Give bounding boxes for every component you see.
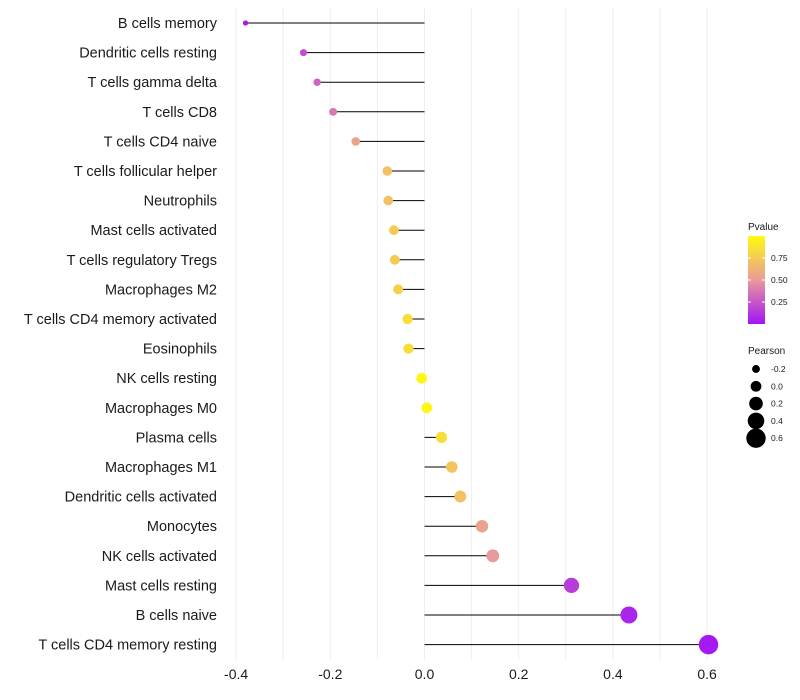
data-point — [454, 490, 467, 503]
size-legend-dot — [749, 396, 763, 411]
data-point — [563, 577, 580, 594]
pvalue-legend: Pvalue 0.25 0.50 0.75 — [748, 222, 788, 324]
size-legend-dot — [747, 412, 765, 430]
y-tick-label: T cells CD4 memory resting — [38, 638, 217, 654]
y-tick-label: Plasma cells — [136, 430, 217, 446]
y-tick-label: Macrophages M1 — [105, 460, 217, 476]
y-tick-label: T cells regulatory Tregs — [67, 253, 217, 269]
data-point — [698, 634, 719, 655]
pvalue-legend-tick: 0.50 — [771, 275, 788, 285]
data-point — [435, 431, 448, 444]
pearson-size-legend: Pearson -0.2 0.0 0.2 0.4 0.6 — [746, 346, 786, 448]
data-point — [389, 254, 400, 265]
data-point — [383, 195, 394, 206]
x-axis-labels: -0.4 -0.2 0.0 0.2 0.4 0.6 — [224, 666, 717, 682]
x-tick-label: -0.2 — [318, 666, 342, 682]
x-tick-label: 0.6 — [697, 666, 717, 682]
y-tick-label: T cells CD4 naive — [104, 134, 217, 150]
y-tick-label: T cells CD4 memory activated — [24, 312, 217, 328]
y-tick-label: T cells follicular helper — [74, 164, 217, 180]
x-tick-label: -0.4 — [224, 666, 248, 682]
x-tick-label: 0.0 — [415, 666, 435, 682]
data-point — [393, 284, 404, 295]
data-point — [402, 313, 413, 325]
size-legend-dot — [746, 428, 766, 448]
grid-layer — [235, 8, 708, 660]
data-point — [416, 372, 428, 384]
y-tick-label: Mast cells activated — [90, 223, 217, 239]
pvalue-color-bar — [748, 236, 765, 324]
y-tick-label: Macrophages M2 — [105, 282, 217, 298]
size-legend-label: 0.2 — [771, 399, 783, 409]
y-tick-label: NK cells resting — [116, 371, 217, 387]
pearson-legend-title: Pearson — [748, 346, 785, 357]
data-point — [475, 519, 489, 533]
y-tick-label: Macrophages M0 — [105, 401, 217, 417]
pvalue-legend-tick: 0.75 — [771, 253, 788, 263]
y-tick-label: B cells memory — [118, 16, 218, 32]
y-tick-label: Eosinophils — [143, 342, 217, 358]
data-point — [403, 343, 414, 354]
point-layer — [242, 20, 719, 655]
y-tick-label: T cells gamma delta — [88, 75, 218, 91]
y-tick-label: Monocytes — [147, 519, 217, 535]
x-tick-label: 0.4 — [603, 666, 623, 682]
x-tick-label: 0.2 — [509, 666, 529, 682]
size-legend-dot — [752, 365, 760, 373]
size-legend-dot — [750, 380, 762, 392]
y-tick-label: NK cells activated — [102, 549, 217, 565]
size-legend-label: 0.0 — [771, 381, 783, 391]
y-tick-label: Mast cells resting — [105, 578, 217, 594]
data-point — [620, 606, 638, 624]
y-tick-label: Dendritic cells resting — [79, 46, 217, 62]
y-tick-label: Dendritic cells activated — [65, 490, 217, 506]
data-point — [388, 225, 399, 236]
data-point — [299, 49, 307, 57]
size-legend-label: 0.6 — [771, 433, 783, 443]
y-tick-label: B cells naive — [136, 608, 217, 624]
data-point — [421, 402, 433, 414]
size-legend-label: -0.2 — [771, 364, 786, 374]
size-legend-label: 0.4 — [771, 416, 783, 426]
data-point — [242, 20, 249, 26]
y-tick-label: Neutrophils — [144, 194, 217, 210]
stem-layer — [245, 22, 709, 646]
pvalue-legend-title: Pvalue — [748, 222, 779, 233]
data-point — [351, 137, 361, 146]
data-point — [313, 78, 321, 86]
y-tick-label: T cells CD8 — [142, 105, 217, 121]
data-point — [446, 461, 458, 473]
y-axis-labels: B cells memory Dendritic cells resting T c… — [24, 16, 218, 654]
data-point — [382, 166, 393, 176]
data-point — [329, 107, 338, 116]
pvalue-legend-tick: 0.25 — [771, 297, 788, 307]
data-point — [486, 549, 500, 563]
